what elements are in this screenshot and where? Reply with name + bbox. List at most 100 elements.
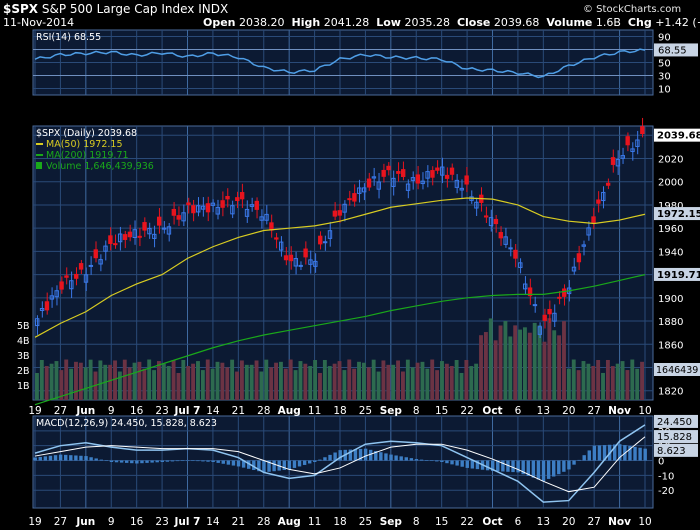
price-candle — [361, 187, 367, 193]
macd-histogram-bar — [58, 454, 63, 461]
macd-histogram-bar — [206, 460, 210, 462]
price-candle — [191, 205, 196, 214]
volume-bar — [508, 336, 513, 400]
volume-bar — [537, 325, 542, 400]
x-tick-label-macd: 11 — [308, 516, 321, 528]
macd-histogram-bar — [99, 459, 103, 461]
ma200-legend: MA(200) 1919.71 — [46, 150, 129, 161]
volume-legend: Volume 1,646,439,936 — [46, 161, 154, 172]
chart-date: 11-Nov-2014 — [3, 16, 75, 29]
macd-histogram-bar — [628, 445, 632, 461]
volume-bar — [196, 361, 200, 400]
macd-histogram-bar — [643, 448, 647, 461]
price-candle — [376, 181, 381, 190]
x-tick-label: Sep — [380, 405, 403, 417]
macd-histogram-bar — [455, 460, 459, 466]
volume-bar — [386, 364, 391, 400]
volume-tick-label: 3B — [17, 351, 30, 362]
price-candle — [44, 301, 50, 311]
price-candle — [537, 326, 543, 335]
price-candle — [420, 180, 425, 185]
volume-bar — [44, 366, 49, 400]
x-tick-label-macd: 25 — [359, 516, 372, 528]
price-candle — [591, 216, 596, 224]
volume-bar — [83, 367, 88, 400]
volume-bar — [415, 362, 420, 400]
volume-bar — [235, 371, 239, 400]
macd-histogram-bar — [491, 460, 495, 471]
volume-bar — [513, 325, 518, 400]
price-candle — [347, 198, 352, 201]
volume-value-box — [654, 363, 700, 376]
macd-histogram-bar — [33, 457, 37, 461]
volume-legend-swatch — [36, 162, 42, 169]
ma50-line — [34, 197, 646, 338]
price-candle — [303, 248, 308, 258]
price-candle — [83, 274, 89, 283]
macd-histogram-bar — [404, 457, 408, 461]
macd-histogram-bar — [379, 452, 383, 461]
volume-bar — [181, 359, 186, 400]
volume-bar — [327, 366, 332, 400]
price-candle — [381, 169, 386, 177]
price-candle — [635, 139, 640, 147]
macd-histogram-bar — [506, 460, 510, 472]
price-candle — [371, 176, 377, 179]
price-candle — [557, 296, 562, 299]
price-candle — [137, 235, 142, 238]
price-candle — [430, 170, 435, 178]
price-candle — [415, 174, 421, 184]
signal-value-label-box — [654, 430, 698, 444]
price-candle — [64, 275, 69, 278]
macd-value-label-box — [654, 414, 698, 428]
macd-tick-label: -10 — [658, 471, 674, 482]
high-label: High — [291, 16, 321, 29]
price-candle — [88, 264, 94, 267]
x-tick-label: 14 — [206, 405, 220, 417]
volume-bar — [220, 362, 225, 400]
macd-histogram-bar — [597, 445, 602, 461]
signal-value-label: 15.828 — [657, 432, 692, 443]
volume-bar — [88, 359, 93, 400]
x-tick-label: 20 — [562, 405, 575, 417]
macd-histogram-bar — [104, 460, 109, 462]
volume-bar — [532, 322, 537, 400]
macd-histogram-bar — [297, 460, 302, 467]
volume-bar — [498, 325, 503, 400]
price-candle — [440, 166, 445, 176]
volume-bar — [454, 360, 459, 400]
macd-histogram-bar — [572, 460, 576, 465]
volume-bar — [244, 364, 249, 400]
price-candle — [357, 187, 362, 194]
macd-histogram-bar — [521, 460, 525, 475]
ma50-legend: MA(50) 1972.15 — [46, 139, 123, 150]
macd-histogram-bar — [241, 460, 246, 468]
volume-bar — [39, 359, 44, 400]
macd-histogram-bar — [69, 455, 73, 461]
rsi-tick-label: 90 — [658, 33, 671, 44]
price-candle — [601, 191, 606, 202]
volume-label: Volume — [546, 16, 593, 29]
price-candle — [386, 165, 391, 171]
x-tick-label: 9 — [108, 405, 115, 417]
volume-bar — [405, 359, 410, 400]
volume-tick-label: 1B — [17, 381, 30, 392]
price-candle — [196, 205, 201, 213]
volume-bar — [142, 368, 147, 400]
price-candle — [108, 235, 113, 244]
macd-histogram-bar — [338, 450, 342, 461]
macd-histogram-bar — [618, 444, 622, 461]
price-candle — [518, 262, 523, 268]
volume-bar — [210, 368, 215, 400]
price-candle — [596, 199, 601, 204]
price-candle — [508, 247, 513, 250]
price-candle — [454, 179, 460, 188]
x-tick-label-macd: 18 — [333, 516, 346, 528]
macd-histogram-bar — [389, 454, 393, 461]
x-tick-label-macd: 19 — [28, 516, 41, 528]
rsi-line — [34, 48, 646, 79]
volume-bar — [35, 373, 39, 400]
price-candle — [523, 283, 528, 290]
macd-histogram-bar — [358, 448, 363, 461]
